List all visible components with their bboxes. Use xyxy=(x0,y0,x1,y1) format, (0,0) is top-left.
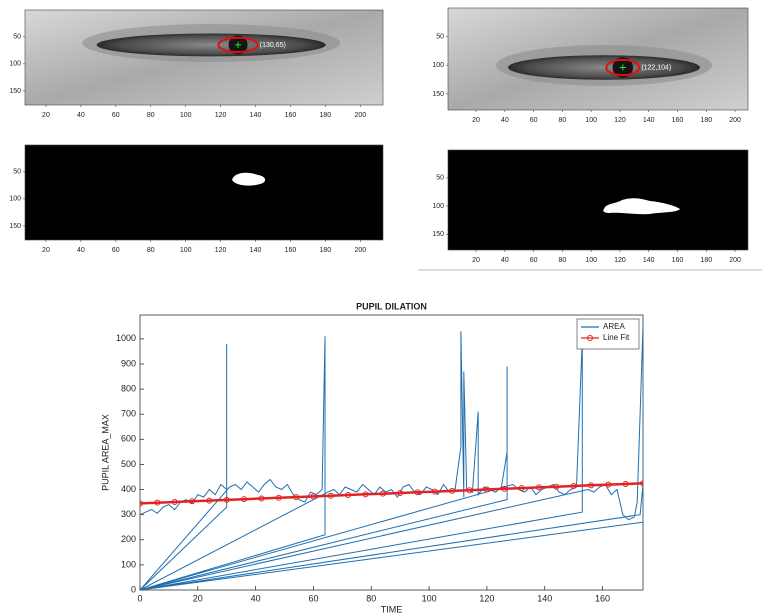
y-tick-label: 200 xyxy=(121,534,136,544)
chart-title: PUPIL DILATION xyxy=(356,301,427,311)
y-tick-label: 50 xyxy=(436,175,444,182)
x-tick-label: 180 xyxy=(320,112,332,119)
x-tick-label: 20 xyxy=(193,593,203,603)
y-tick-label: 0 xyxy=(131,584,136,594)
y-tick-label: 50 xyxy=(436,33,444,40)
image: (122,104) xyxy=(448,8,748,110)
x-tick-label: 120 xyxy=(614,257,626,264)
x-tick-label: 60 xyxy=(308,593,318,603)
y-tick-label: 900 xyxy=(121,358,136,368)
x-tick-label: 80 xyxy=(147,247,155,254)
x-tick-label: 160 xyxy=(672,257,684,264)
x-tick-label: 40 xyxy=(501,257,509,264)
x-tick-label: 180 xyxy=(700,117,712,124)
mask-background xyxy=(448,150,748,250)
y-tick-label: 150 xyxy=(9,223,21,230)
x-tick-label: 40 xyxy=(501,117,509,124)
x-tick-label: 200 xyxy=(729,257,741,264)
image-panel: 20 40 60 80 100 120 140 160 180 200 50 100 150 xyxy=(432,150,748,264)
x-tick-label: 20 xyxy=(42,247,50,254)
y-tick-label: 600 xyxy=(121,434,136,444)
x-tick-label: 60 xyxy=(530,257,538,264)
x-tick-label: 60 xyxy=(112,112,120,119)
y-tick-label: 100 xyxy=(9,61,21,68)
x-tick-label: 160 xyxy=(285,112,297,119)
annotation: (130,65) xyxy=(260,42,286,49)
x-tick-label: 40 xyxy=(251,593,261,603)
image xyxy=(25,145,383,240)
x-tick-label: 100 xyxy=(180,247,192,254)
x-tick-label: 120 xyxy=(215,247,227,254)
x-tick-label: 80 xyxy=(147,112,155,119)
eye xyxy=(97,34,326,57)
y-tick-label: 500 xyxy=(121,459,136,469)
x-tick-label: 40 xyxy=(77,247,85,254)
x-tick-label: 160 xyxy=(595,593,610,603)
x-tick-label: 160 xyxy=(672,117,684,124)
x-tick-label: 140 xyxy=(643,117,655,124)
y-tick-label: 1000 xyxy=(116,333,136,343)
x-tick-label: 100 xyxy=(585,117,597,124)
y-tick-label: 100 xyxy=(432,203,444,210)
x-tick-label: 20 xyxy=(42,112,50,119)
y-tick-label: 150 xyxy=(9,88,21,95)
image-panel: (130,65) 20 40 60 80 100 120 140 160 180 200 50 100 1… xyxy=(9,10,383,119)
y-tick-label: 300 xyxy=(121,509,136,519)
x-tick-label: 200 xyxy=(729,117,741,124)
legend-label: AREA xyxy=(603,322,625,331)
x-tick-label: 160 xyxy=(285,247,297,254)
x-tick-label: 20 xyxy=(472,257,480,264)
x-tick-label: 100 xyxy=(180,112,192,119)
x-tick-label: 200 xyxy=(354,112,366,119)
x-tick-label: 80 xyxy=(558,257,566,264)
x-tick-label: 20 xyxy=(472,117,480,124)
image: (130,65) xyxy=(25,10,383,105)
x-tick-label: 100 xyxy=(585,257,597,264)
x-axis-label: TIME xyxy=(381,604,403,614)
y-tick-label: 150 xyxy=(432,91,444,98)
y-tick-label: 150 xyxy=(432,231,444,238)
x-tick-label: 120 xyxy=(479,593,494,603)
y-axis-label: PUPIL AREA_MAX xyxy=(100,414,110,491)
y-tick-label: 50 xyxy=(13,34,21,41)
x-tick-label: 120 xyxy=(614,117,626,124)
y-tick-label: 100 xyxy=(121,559,136,569)
image xyxy=(448,150,748,250)
plot-area xyxy=(140,315,643,590)
legend-label: Line Fit xyxy=(603,333,630,342)
x-tick-label: 80 xyxy=(366,593,376,603)
figure: (130,65)20406080100120140160180200501001… xyxy=(0,0,773,616)
y-tick-label: 50 xyxy=(13,169,21,176)
y-tick-label: 100 xyxy=(432,62,444,69)
image-panel: (122,104) 20 40 60 80 100 120 140 160 180 200 50 100… xyxy=(432,8,748,124)
y-tick-label: 100 xyxy=(9,196,21,203)
x-tick-label: 0 xyxy=(137,593,142,603)
x-tick-label: 40 xyxy=(77,112,85,119)
x-tick-label: 60 xyxy=(530,117,538,124)
image-panel: 20 40 60 80 100 120 140 160 180 200 50 100 150 xyxy=(9,145,383,254)
x-tick-label: 140 xyxy=(250,247,262,254)
y-tick-label: 400 xyxy=(121,484,136,494)
x-tick-label: 180 xyxy=(320,247,332,254)
x-tick-label: 60 xyxy=(112,247,120,254)
x-tick-label: 100 xyxy=(422,593,437,603)
x-tick-label: 200 xyxy=(354,247,366,254)
x-tick-label: 80 xyxy=(558,117,566,124)
mask-background xyxy=(25,145,383,240)
annotation: (122,104) xyxy=(641,64,671,71)
y-tick-label: 800 xyxy=(121,383,136,393)
x-tick-label: 140 xyxy=(250,112,262,119)
y-tick-label: 700 xyxy=(121,409,136,419)
x-tick-label: 180 xyxy=(700,257,712,264)
x-tick-label: 140 xyxy=(537,593,552,603)
x-tick-label: 140 xyxy=(643,257,655,264)
x-tick-label: 120 xyxy=(215,112,227,119)
